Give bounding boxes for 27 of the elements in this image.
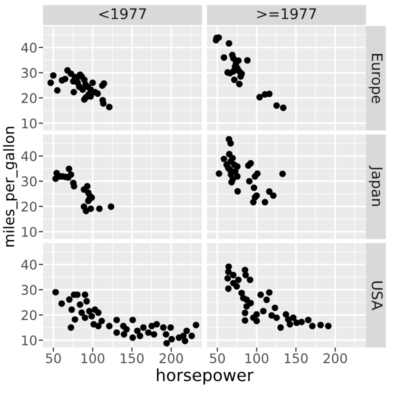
y-tick-label: 30 (22, 284, 37, 295)
y-tick-label: 10 (22, 226, 37, 237)
x-tick-label: 50 (210, 353, 225, 364)
x-tick-label: 150 (284, 353, 308, 364)
y-tick-label: 40 (21, 260, 37, 270)
y-axis-title: miles_per_gallon (3, 126, 18, 246)
y2-axis-title: Europe (368, 54, 383, 104)
y-tick-label: 20 (22, 202, 37, 212)
y-tick-label: 30 (22, 68, 37, 78)
chart-title: >=1977 (257, 8, 316, 20)
y-tick-label: 10 (22, 118, 37, 128)
y2-axis-title: USA (372, 281, 383, 310)
y2-axis-title: Japan (368, 166, 383, 206)
x-axis-title: horsepower (156, 368, 254, 385)
x-tick-label: 200 (160, 353, 183, 364)
x-tick-label: 100 (82, 353, 104, 364)
y-tick-label: 40 (21, 42, 37, 53)
y-tick-label: 40 (21, 151, 37, 162)
x-tick-label: 100 (246, 353, 268, 364)
chart-title: <1977 (99, 8, 146, 20)
y-tick-label: 20 (22, 310, 37, 320)
x-tick-label: 150 (120, 353, 144, 364)
y-tick-label: 10 (22, 335, 37, 346)
y-tick-label: 30 (22, 176, 37, 186)
x-tick-label: 200 (324, 353, 347, 364)
x-tick-label: 50 (46, 353, 61, 364)
y-tick-label: 20 (22, 93, 37, 104)
